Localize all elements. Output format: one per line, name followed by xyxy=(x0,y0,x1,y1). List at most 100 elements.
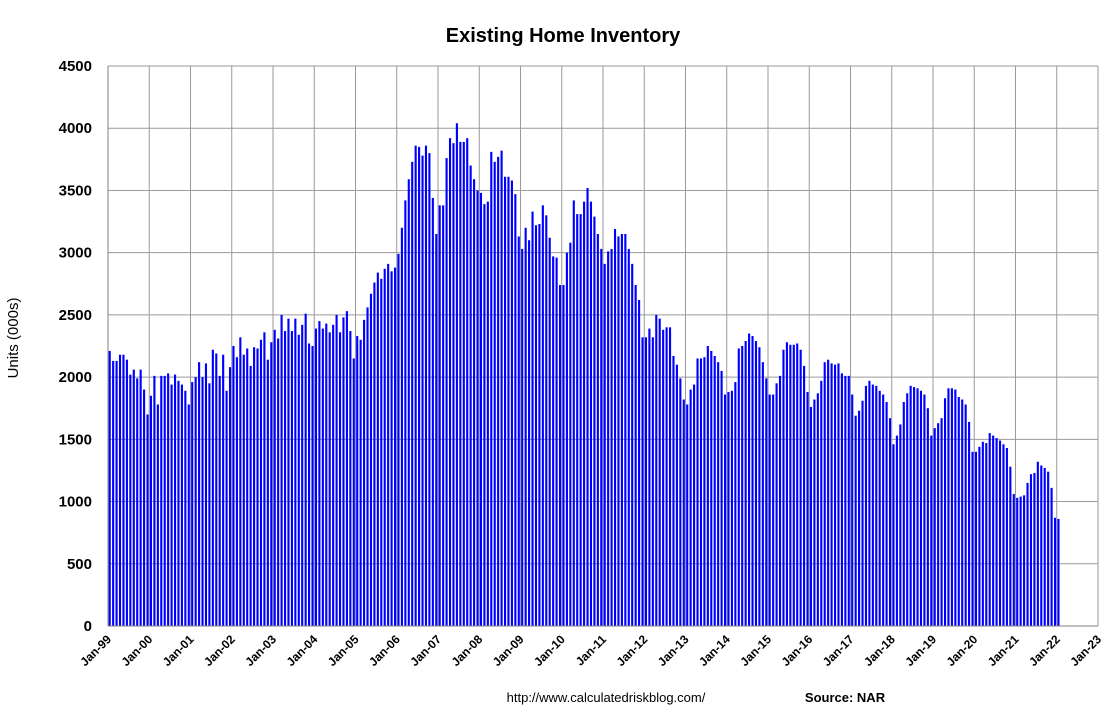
bar xyxy=(741,346,744,626)
bar xyxy=(579,214,582,626)
bar xyxy=(1036,461,1039,626)
bar xyxy=(1033,472,1036,626)
bar xyxy=(503,176,507,626)
bar xyxy=(173,374,177,626)
bar xyxy=(548,237,551,627)
bar xyxy=(318,321,321,626)
bar xyxy=(995,438,998,626)
bar xyxy=(115,360,118,626)
bar xyxy=(335,314,338,626)
bar xyxy=(1057,518,1060,626)
bar xyxy=(968,421,971,626)
bar xyxy=(270,342,273,626)
bar xyxy=(232,346,235,626)
bar xyxy=(534,225,538,627)
bar xyxy=(112,360,115,626)
bar xyxy=(428,153,431,627)
bar xyxy=(909,385,912,626)
bar xyxy=(792,344,795,626)
bar xyxy=(198,362,201,626)
bar xyxy=(215,353,218,626)
bar xyxy=(558,285,562,626)
bar xyxy=(246,348,249,626)
y-tick-label: 3500 xyxy=(59,182,92,199)
bar xyxy=(201,377,204,626)
bar xyxy=(253,347,256,626)
bar xyxy=(1002,444,1005,626)
bar xyxy=(208,383,211,626)
bar xyxy=(668,327,672,626)
bar xyxy=(658,318,661,626)
bars xyxy=(108,123,1060,627)
bar xyxy=(490,151,493,626)
bar xyxy=(820,380,823,626)
bar xyxy=(184,390,187,626)
bar xyxy=(321,328,324,626)
y-tick-label: 0 xyxy=(84,618,92,635)
bar xyxy=(638,299,641,626)
bar xyxy=(902,402,905,626)
bar xyxy=(424,145,428,626)
bar xyxy=(541,205,544,626)
bar xyxy=(954,389,957,626)
bar xyxy=(840,373,843,626)
bar xyxy=(854,415,857,626)
bar xyxy=(507,176,510,626)
bar xyxy=(713,355,716,626)
bar xyxy=(170,384,173,626)
bar xyxy=(283,331,287,626)
bar xyxy=(878,390,881,626)
bar xyxy=(885,402,888,626)
bar xyxy=(407,179,410,627)
bar xyxy=(163,375,166,626)
bar xyxy=(930,435,933,626)
y-tick-label: 4000 xyxy=(59,120,92,137)
bar xyxy=(744,341,747,626)
bar xyxy=(593,216,596,626)
bar xyxy=(785,342,788,626)
bar xyxy=(531,211,534,626)
y-tick-label: 500 xyxy=(67,556,92,573)
bar xyxy=(459,141,462,626)
bar xyxy=(634,285,637,626)
bar xyxy=(314,328,318,626)
bar xyxy=(345,311,348,626)
bar xyxy=(177,380,180,626)
bar xyxy=(754,341,758,626)
bar xyxy=(809,406,813,626)
bar xyxy=(730,390,733,626)
bar xyxy=(448,138,452,626)
y-axis-label: Units (000s) xyxy=(5,298,22,379)
bar xyxy=(204,363,208,626)
bar xyxy=(118,354,122,626)
bar xyxy=(923,394,926,626)
bar xyxy=(249,365,252,626)
bar xyxy=(600,248,603,626)
bar xyxy=(734,382,737,626)
bar xyxy=(466,138,469,626)
bar xyxy=(706,346,709,626)
bar xyxy=(125,359,128,626)
bar xyxy=(679,378,682,626)
y-tick-label: 4500 xyxy=(59,58,92,75)
bar xyxy=(359,339,362,626)
bar xyxy=(538,224,541,627)
bar xyxy=(833,364,837,626)
bar xyxy=(1050,487,1053,626)
bar xyxy=(476,190,479,626)
bar xyxy=(895,435,898,626)
bar xyxy=(1043,467,1046,626)
y-tick-label: 2500 xyxy=(59,307,92,324)
bar xyxy=(998,440,1002,626)
bar xyxy=(892,444,895,626)
bar xyxy=(816,393,819,626)
bar xyxy=(937,423,940,626)
bar xyxy=(469,165,472,626)
bar xyxy=(758,347,761,626)
bar xyxy=(696,358,699,626)
bar xyxy=(851,394,854,626)
y-tick-label: 3000 xyxy=(59,245,92,262)
bar xyxy=(411,161,414,626)
bar xyxy=(510,180,513,627)
bar xyxy=(1016,497,1019,626)
